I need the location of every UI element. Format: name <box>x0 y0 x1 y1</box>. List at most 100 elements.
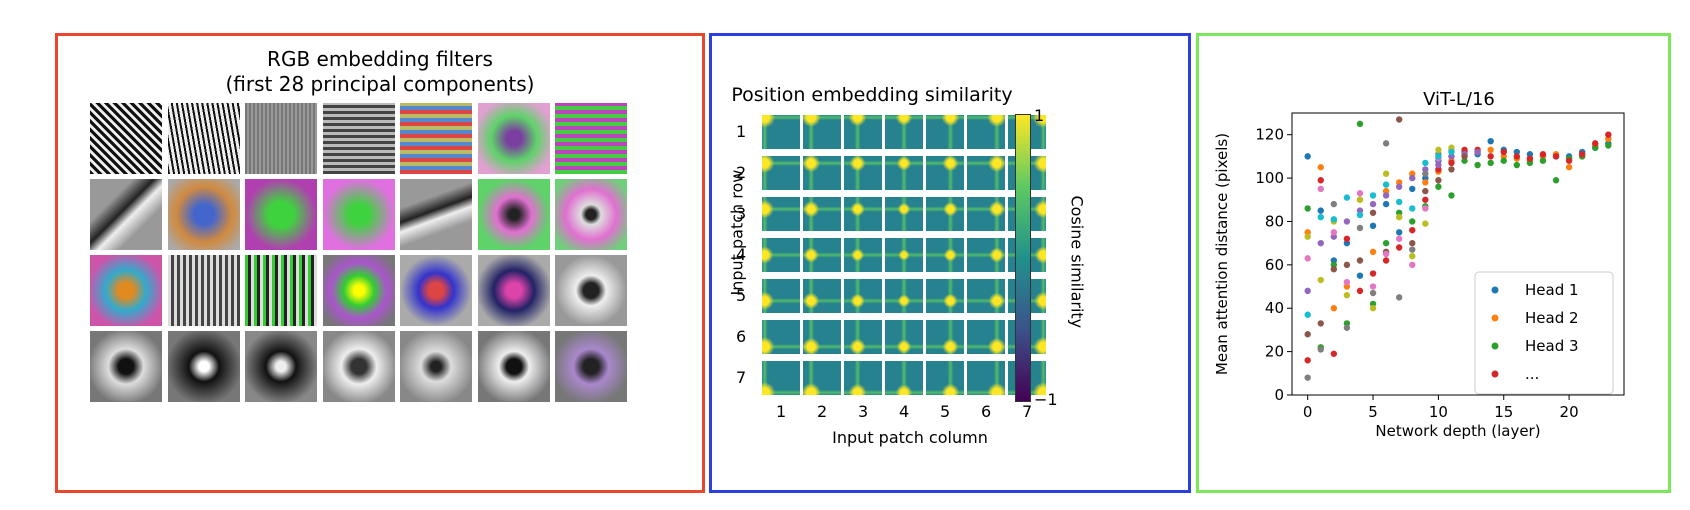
filter-thumbnail <box>90 255 162 326</box>
scatter-point <box>1422 187 1429 195</box>
similarity-tile <box>803 156 841 190</box>
scatter-point <box>1539 151 1547 158</box>
colorbar-min-label: −1 <box>1034 390 1058 409</box>
legend-marker <box>1491 286 1499 294</box>
scatter-point <box>1317 213 1324 221</box>
similarity-tile <box>885 115 923 149</box>
similarity-tile <box>885 361 923 395</box>
scatter-point <box>1409 205 1416 212</box>
scatter-point <box>1605 142 1612 149</box>
filter-thumbnail <box>400 331 472 402</box>
row-axis-label: Input patch row <box>727 169 747 296</box>
filter-thumbnail <box>477 331 550 402</box>
scatter-point <box>1369 192 1377 199</box>
similarity-tile <box>926 320 964 354</box>
scatter-point <box>1395 244 1403 251</box>
colorbar-label: Cosine similarity <box>1067 195 1087 329</box>
legend: Head 1 Head 2 Head 3... <box>1474 271 1614 395</box>
colorbar-max-label: 1 <box>1034 106 1045 125</box>
plot-frame <box>1291 112 1625 396</box>
chart-title: ViT-L/16 <box>1423 89 1495 110</box>
similarity-tile <box>967 197 1005 231</box>
filter-thumbnail <box>477 179 550 250</box>
position-title: Position embedding similarity <box>731 84 1013 106</box>
scatter-point <box>1317 346 1324 353</box>
filter-thumbnail <box>167 179 240 250</box>
filter-thumbnail <box>90 331 162 402</box>
scatter-point <box>1565 164 1573 171</box>
scatter-point <box>1395 116 1403 123</box>
filter-thumbnail <box>400 103 472 174</box>
scatter-point <box>1409 185 1416 193</box>
scatter-point <box>1448 166 1455 173</box>
scatter-point <box>1356 196 1364 203</box>
scatter-point <box>1409 252 1416 260</box>
y-tick-label: 0 <box>1274 386 1284 404</box>
y-axis-ticks: 0 20 40 60 80 100 120 <box>1255 126 1292 404</box>
x-tick-label: 15 <box>1494 403 1513 421</box>
scatter-point <box>1343 261 1351 269</box>
similarity-tile <box>803 115 841 149</box>
legend-marker <box>1491 314 1499 322</box>
similarity-tile <box>926 238 964 272</box>
scatter-point <box>1343 235 1351 243</box>
similarity-tile <box>844 320 882 354</box>
scatter-point <box>1343 218 1351 225</box>
scatter-point <box>1395 294 1403 301</box>
similarity-tile <box>885 279 923 313</box>
row-tick-label: 1 <box>736 122 747 141</box>
scatter-point <box>1382 200 1390 208</box>
similarity-tile <box>926 115 964 149</box>
scatter-point <box>1356 190 1364 197</box>
scatter-point <box>1565 157 1573 164</box>
scatter-point <box>1448 159 1455 167</box>
filter-thumbnail <box>322 179 395 250</box>
scatter-point <box>1330 265 1338 273</box>
column-tick-label: 4 <box>899 402 910 421</box>
filter-thumbnail <box>245 331 317 402</box>
scatter-point <box>1422 205 1429 212</box>
scatter-point <box>1369 305 1377 312</box>
filter-thumbnail <box>167 103 240 174</box>
row-tick-label: 4 <box>736 245 747 264</box>
scatter-point <box>1317 239 1324 247</box>
x-tick-label: 5 <box>1368 403 1378 421</box>
scatter-point <box>1474 161 1481 169</box>
x-tick-label: 10 <box>1429 403 1448 421</box>
scatter-point <box>1356 257 1364 264</box>
similarity-tile <box>885 197 923 231</box>
similarity-tile <box>762 238 800 272</box>
scatter-point <box>1487 146 1494 154</box>
scatter-point <box>1304 311 1311 318</box>
scatter-point <box>1435 177 1442 184</box>
scatter-point <box>1409 218 1416 225</box>
scatter-point <box>1513 161 1521 169</box>
scatter-point <box>1304 374 1311 381</box>
scatter-point <box>1304 287 1311 295</box>
similarity-tile <box>967 156 1005 190</box>
scatter-point <box>1343 194 1351 201</box>
legend-label: Head 3 <box>1525 337 1579 355</box>
similarity-tile <box>844 197 882 231</box>
scatter-point <box>1422 179 1429 186</box>
legend-marker <box>1491 342 1499 350</box>
scatter-point <box>1500 157 1507 164</box>
scatter-point <box>1343 324 1351 331</box>
similarity-tile <box>762 156 800 190</box>
filter-thumbnail <box>555 179 627 250</box>
scatter-point <box>1343 292 1351 299</box>
scatter-point <box>1409 174 1416 182</box>
filters-title-line2: (first 28 principal components) <box>225 72 535 96</box>
scatter-point <box>1395 229 1403 236</box>
similarity-tile <box>967 361 1005 395</box>
filter-thumbnail <box>322 255 395 326</box>
y-tick-label: 20 <box>1265 343 1284 361</box>
scatter-point <box>1422 220 1429 227</box>
column-tick-label: 6 <box>981 402 992 421</box>
scatter-point <box>1304 153 1311 160</box>
x-axis-ticks: 0 5 10 15 20 <box>1303 395 1579 421</box>
filter-thumbnail <box>555 255 627 326</box>
row-tick-label: 2 <box>736 163 747 182</box>
similarity-tile <box>803 238 841 272</box>
similarity-tile <box>926 279 964 313</box>
